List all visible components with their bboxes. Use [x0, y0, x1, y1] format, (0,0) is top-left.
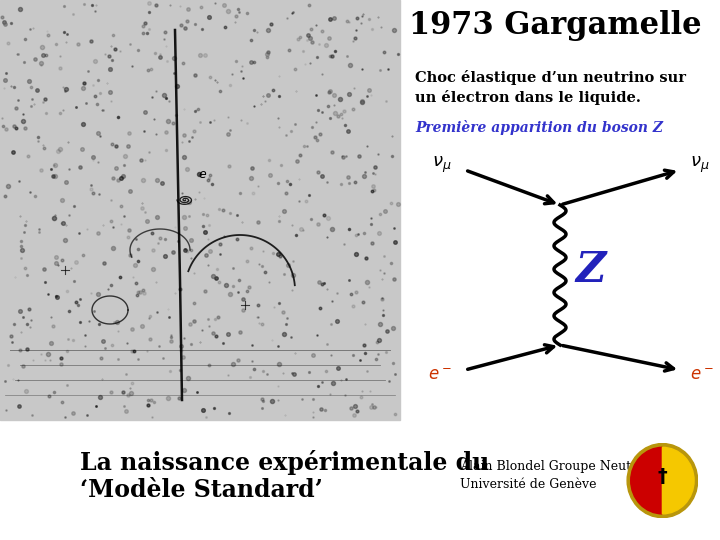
Text: $\nu_\mu$: $\nu_\mu$	[690, 155, 709, 175]
Text: $e^-$: $e^-$	[428, 366, 452, 384]
Text: Z: Z	[575, 249, 606, 291]
Text: Alain Blondel Groupe Neutrino: Alain Blondel Groupe Neutrino	[460, 460, 657, 473]
Text: 1973 Gargamelle: 1973 Gargamelle	[409, 10, 701, 41]
Text: $e$: $e$	[198, 168, 207, 181]
Text: ‘Modèle Standard’: ‘Modèle Standard’	[80, 478, 323, 502]
Bar	[0, 0, 400, 420]
Text: $e^-$: $e^-$	[690, 366, 714, 384]
Text: un électron dans le liquide.: un électron dans le liquide.	[415, 90, 641, 105]
Circle shape	[627, 443, 698, 518]
Text: Université de Genève: Université de Genève	[460, 478, 596, 491]
Text: La naissance expérimentale du: La naissance expérimentale du	[80, 450, 490, 475]
Text: †: †	[657, 467, 667, 487]
Wedge shape	[631, 447, 662, 514]
Text: Première apparition du boson Z: Première apparition du boson Z	[415, 120, 663, 135]
Wedge shape	[662, 447, 694, 514]
Text: Choc élastique d’un neutrino sur: Choc élastique d’un neutrino sur	[415, 70, 686, 85]
Text: $\nu_\mu$: $\nu_\mu$	[433, 155, 452, 175]
